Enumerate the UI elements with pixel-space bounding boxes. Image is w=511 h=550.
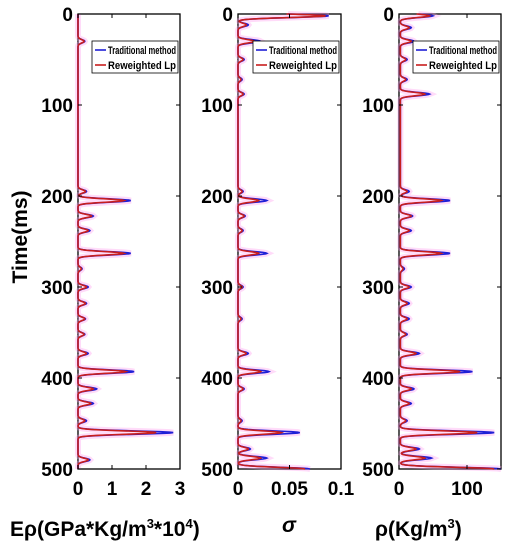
x-tick-label: 2 (141, 479, 152, 500)
y-tick-label: 200 (41, 187, 73, 208)
x-tick-label: 0 (233, 479, 244, 500)
x-tick-label: 100 (451, 479, 483, 500)
y-axis-title: Time(ms) (9, 191, 32, 284)
legend-label: Reweighted Lp (269, 60, 337, 72)
plot-frame (398, 13, 502, 470)
y-tick-label: 200 (201, 187, 233, 208)
legend-label: Reweighted Lp (429, 60, 497, 72)
legend-label: Traditional method (108, 45, 176, 57)
y-tick-label: 100 (41, 96, 73, 117)
y-tick-label: 400 (41, 369, 73, 390)
x-axis-title-sigma: σ (282, 514, 297, 537)
x-tick-label: 0 (73, 479, 84, 500)
y-tick-label: 400 (201, 369, 233, 390)
y-tick-label: 500 (362, 460, 394, 481)
plot-frame (237, 13, 342, 470)
y-tick-label: 100 (362, 96, 394, 117)
x-axis-title-e-rho: Eρ(GPa*Kg/m3*104) (10, 516, 200, 541)
legend-box (252, 40, 340, 74)
y-tick-label: 500 (201, 460, 233, 481)
y-tick-label: 0 (62, 5, 73, 26)
y-tick-label: 0 (222, 5, 233, 26)
x-axis-title-rho: ρ(Kg/m3) (375, 516, 462, 541)
legend-label: Traditional method (269, 45, 337, 57)
plot-frame (77, 13, 181, 470)
x-tick-label: 1 (107, 479, 118, 500)
series-line-reweighted (77, 14, 157, 469)
legend: Traditional method Reweighted Lp (91, 40, 179, 74)
y-tick-label: 100 (201, 96, 233, 117)
x-tick-label: 0.1 (328, 479, 355, 500)
legend: Traditional method Reweighted Lp (412, 40, 500, 74)
x-tick-label: 0.05 (271, 479, 308, 500)
y-tick-label: 0 (383, 5, 394, 26)
legend-label: Traditional method (429, 45, 497, 57)
legend: Traditional method Reweighted Lp (252, 40, 340, 74)
x-tick-label: 0 (394, 479, 405, 500)
series-line-reweighted (237, 13, 326, 470)
x-tick-label: 3 (175, 479, 186, 500)
y-tick-label: 400 (362, 369, 394, 390)
legend-box (91, 40, 179, 74)
series-line-reweighted (399, 13, 495, 470)
y-tick-label: 500 (41, 460, 73, 481)
y-tick-label: 300 (41, 278, 73, 299)
legend-box (412, 40, 500, 74)
y-tick-label: 200 (362, 187, 394, 208)
legend-label: Reweighted Lp (108, 60, 176, 72)
y-tick-label: 300 (362, 278, 394, 299)
y-tick-label: 300 (201, 278, 233, 299)
